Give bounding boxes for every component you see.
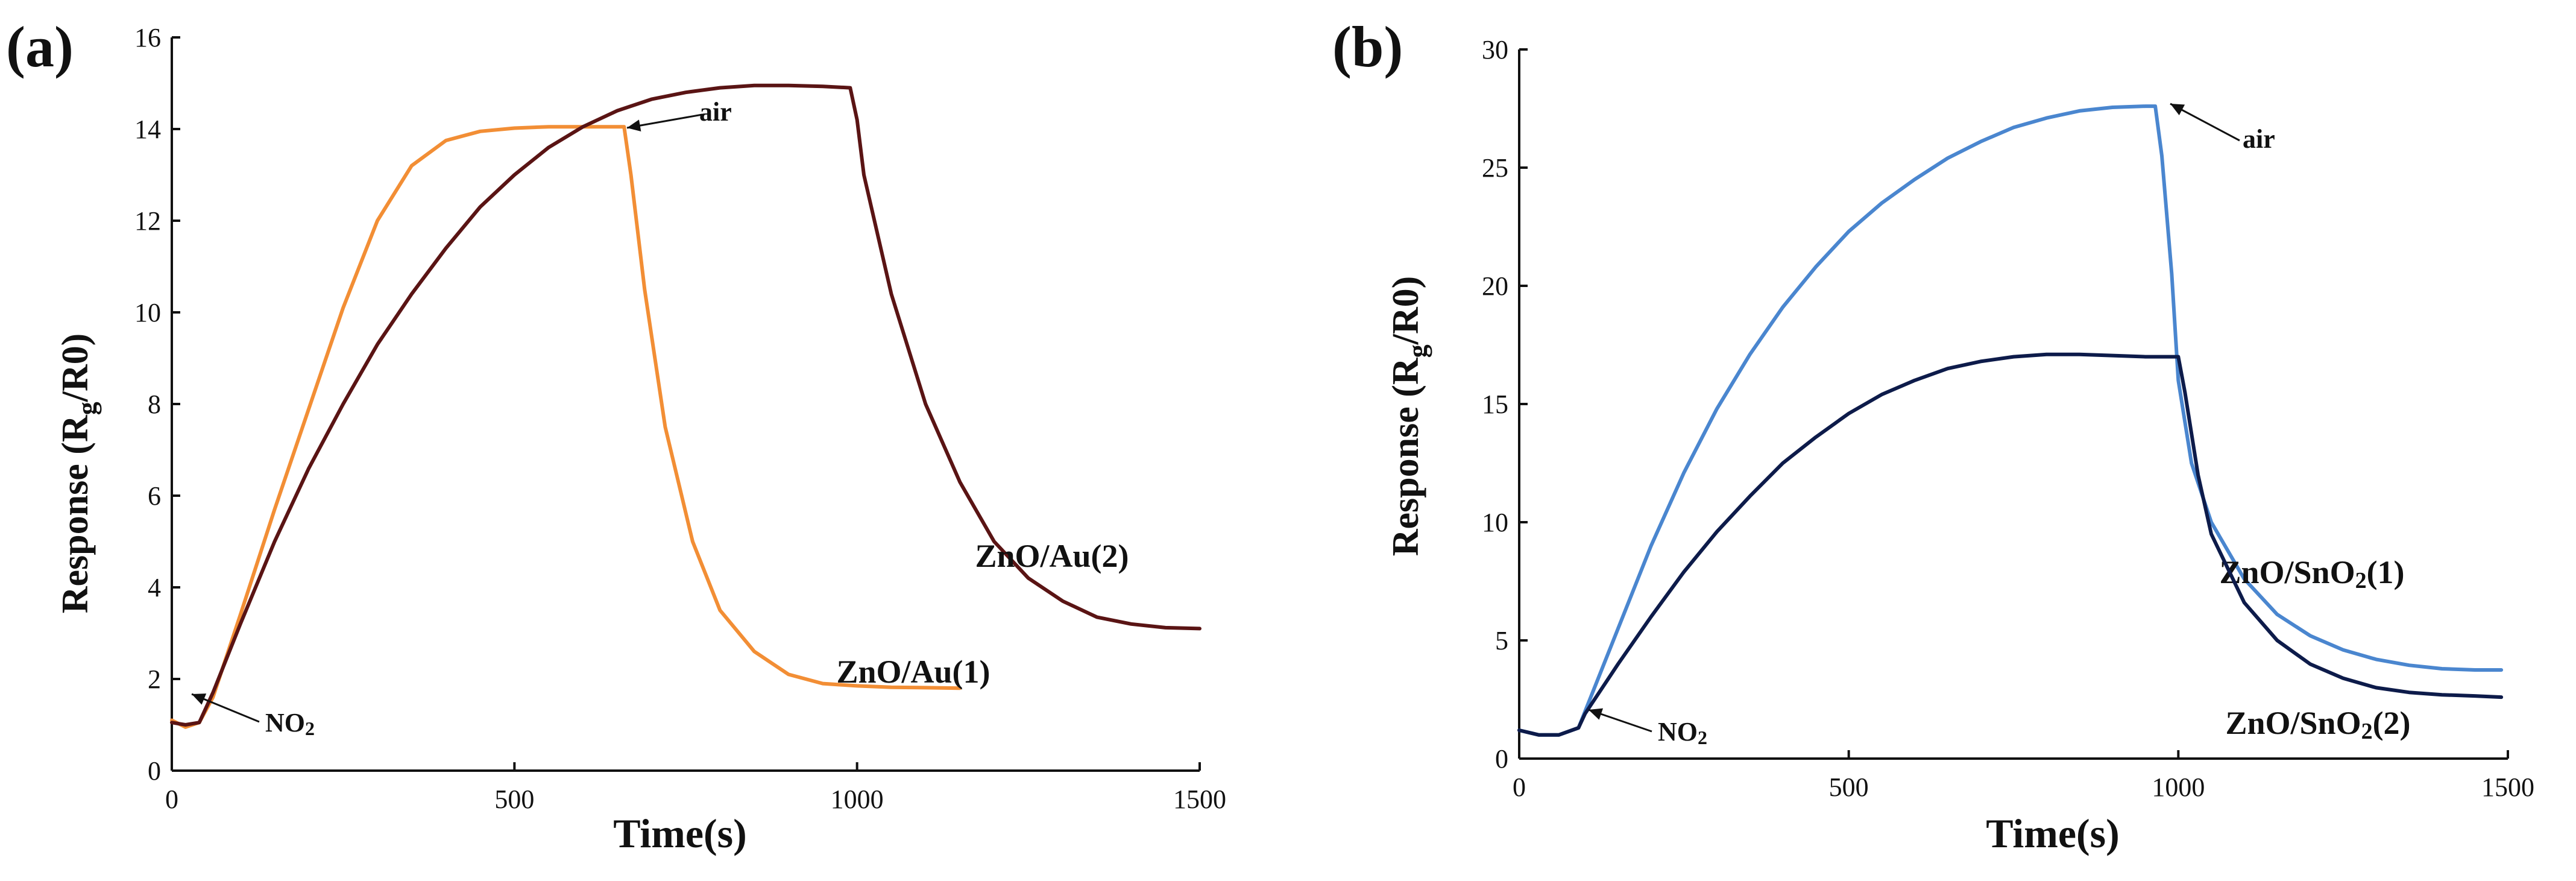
panel-b-y-tick-label: 10 bbox=[1482, 508, 1508, 537]
panel-b-series-line-1 bbox=[1517, 104, 2504, 737]
panel-a-y-tick-label: 4 bbox=[148, 573, 161, 602]
panel-b-annotation-arrowhead bbox=[1589, 708, 1604, 720]
panel-a-y-tick-label: 8 bbox=[148, 390, 161, 419]
svg-text:Response (Rg/R0): Response (Rg/R0) bbox=[55, 333, 102, 614]
panel-a-y-axis-title: Response (Rg/R0) bbox=[55, 333, 102, 614]
panel-b-y-tick-label: 30 bbox=[1482, 35, 1508, 65]
panel-b-y-tick-label: 20 bbox=[1482, 271, 1508, 301]
panel-a-annotation-arrowhead bbox=[192, 693, 207, 705]
panel-b-label: (b) bbox=[1332, 14, 1403, 79]
panel-a-y-tick-label: 10 bbox=[134, 298, 161, 327]
panel-b-y-axis-title: Response (Rg/R0) bbox=[1385, 276, 1432, 557]
svg-text:Response (Rg/R0): Response (Rg/R0) bbox=[1385, 276, 1432, 557]
panel-a-ylabel-sub: g bbox=[72, 402, 102, 415]
panel-a-series-line-2 bbox=[170, 83, 1201, 727]
panel-b-annotation-no2: NO2 bbox=[1658, 717, 1707, 748]
panel-a-y-tick-label: 6 bbox=[148, 481, 161, 511]
panel-a-ylabel-pre: Response (R bbox=[55, 414, 96, 613]
panel-a-label: (a) bbox=[6, 14, 74, 79]
panel-a-x-tick-label: 1000 bbox=[831, 785, 884, 814]
panel-b-series-label-1: ZnO/SnO2(1) bbox=[2219, 554, 2404, 593]
panel-a-y-tick-label: 12 bbox=[134, 206, 161, 236]
panel-a-x-tick-label: 0 bbox=[165, 785, 178, 814]
panel-a-x-tick-label: 500 bbox=[494, 785, 534, 814]
panel-b-series-line-2 bbox=[1517, 352, 2504, 737]
panel-a-x-axis-title: Time(s) bbox=[613, 810, 747, 856]
panel-a-series-label-1: ZnO/Au(1) bbox=[836, 654, 990, 690]
panel-b-plot-area: 0 5 10 15 20 25 30 0 500 1000 1500 ZnO/SnO2(1) ZnO/S… bbox=[1482, 35, 2534, 802]
panel-b-x-tick-label: 500 bbox=[1829, 772, 1869, 802]
panel-b-x-tick-label: 1000 bbox=[2152, 772, 2205, 802]
panel-b-x-tick-label: 0 bbox=[1513, 772, 1526, 802]
panel-b-y-tick-label: 25 bbox=[1482, 153, 1508, 183]
panel-a-y-tick-label: 14 bbox=[134, 115, 161, 144]
panel-a-x-tick-label: 1500 bbox=[1173, 785, 1226, 814]
panel-a-y-tick-label: 0 bbox=[148, 756, 161, 786]
panel-b-ylabel-post: /R0) bbox=[1385, 276, 1426, 346]
panel-a-series-line-1 bbox=[170, 125, 962, 729]
panel-b-annotation-arrowhead bbox=[2170, 104, 2185, 116]
panel-b-series-label-2: ZnO/SnO2(2) bbox=[2225, 705, 2410, 744]
panel-b-x-axis-title: Time(s) bbox=[1986, 810, 2120, 856]
panel-a-annotation-no2: NO2 bbox=[265, 708, 315, 739]
panel-b-y-tick-label: 15 bbox=[1482, 390, 1508, 419]
panel-a-y-tick-label: 2 bbox=[148, 665, 161, 694]
panel-b-x-tick-label: 1500 bbox=[2481, 772, 2534, 802]
panel-b-ylabel-pre: Response (R bbox=[1385, 357, 1426, 556]
panel-b-ylabel-sub: g bbox=[1403, 344, 1432, 358]
panel-a-y-tick-label: 16 bbox=[134, 23, 161, 52]
panel-a-annotation-arrowhead bbox=[627, 119, 641, 132]
panel-b-y-tick-label: 0 bbox=[1495, 744, 1508, 774]
panel-b-y-tick-label: 5 bbox=[1495, 626, 1508, 655]
panel-a-chart: (a) Response (Rg/R0) Time(s) 0 2 4 6 8 10 12 14… bbox=[6, 14, 1226, 856]
panel-b-chart: (b) Response (Rg/R0) Time(s) 0 5 10 15 20 25 3… bbox=[1332, 14, 2534, 856]
panel-b-annotation-air: air bbox=[2243, 124, 2275, 154]
panel-a-annotation-air: air bbox=[699, 97, 732, 127]
panel-a-plot-area: 0 2 4 6 8 10 12 14 16 0 500 1000 1500 ZnO/Au(1) ZnO/Au… bbox=[134, 23, 1226, 814]
panel-a-series-label-2: ZnO/Au(2) bbox=[975, 538, 1129, 574]
panel-a-ylabel-post: /R0) bbox=[55, 333, 96, 403]
